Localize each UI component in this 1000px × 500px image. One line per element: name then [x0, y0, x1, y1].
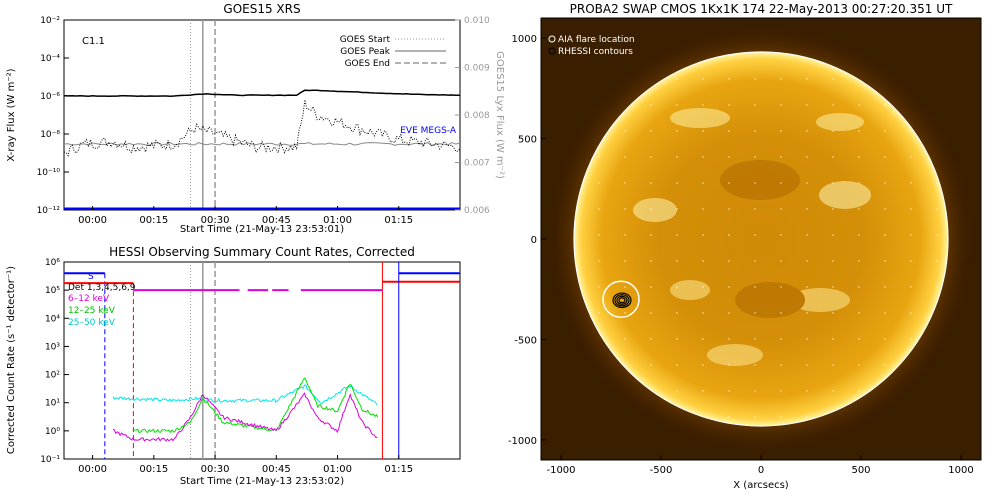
goes-ytick-label-4: 10⁻⁴ — [40, 54, 60, 64]
legend-goes-peak: GOES Peak — [340, 47, 390, 57]
goes-xtick-label-0: 00:00 — [78, 215, 107, 226]
legend-goes-start: GOES Start — [340, 35, 391, 45]
goes-xtick-label-5: 01:15 — [384, 215, 413, 226]
goes-ylabel: X-ray Flux (W m⁻²) — [6, 68, 17, 161]
goes-y2tick-label-0: 0.006 — [464, 206, 490, 216]
aia-flare-location — [602, 280, 640, 319]
rhessi-contours — [612, 292, 632, 309]
hessi-ytick-label-1: 10⁰ — [45, 427, 60, 437]
swap-image — [541, 18, 981, 460]
hessi-marks — [64, 262, 460, 459]
series-goes-long — [64, 89, 460, 98]
legend-goes-end: GOES End — [345, 59, 390, 69]
goes-xtick-label-3: 00:45 — [262, 215, 291, 226]
goes-plot-frame — [63, 19, 461, 211]
hessi-ytick-label-0: 10⁻¹ — [40, 455, 60, 465]
swap-ytick-label-4: 1000 — [512, 34, 537, 45]
goes-panel: GOES15 XRS 00:00 00:15 00:30 00:45 01:00 01:1… — [6, 2, 505, 235]
hessi-xtick-label-3: 00:45 — [262, 464, 291, 475]
series-eve-megs-a — [64, 141, 460, 146]
hessi-ytick-label-4: 10³ — [45, 342, 60, 352]
swap-xtick-label-4: 1000 — [948, 465, 973, 476]
legend-6-12kev: 6–12 keV — [68, 294, 110, 304]
hessi-ytick-label-6: 10⁵ — [45, 286, 60, 296]
swap-title: PROBA2 SWAP CMOS 1Kx1K 174 22-May-2013 0… — [570, 2, 953, 16]
goes-ytick-label-3: 10⁻⁶ — [40, 92, 60, 102]
goes-ytick-label-0: 10⁻¹² — [37, 206, 61, 216]
hessi-ylabel: Corrected Count Rate (s⁻¹ detector⁻¹) — [6, 266, 17, 454]
goes-xtick-label-2: 00:30 — [201, 215, 230, 226]
goes-ytick-label-1: 10⁻¹⁰ — [37, 168, 61, 178]
goes-legend: GOES Start GOES Peak GOES End — [340, 35, 446, 69]
swap-ytick-label-2: 0 — [531, 235, 537, 246]
hessi-xtick-label-0: 00:00 — [78, 464, 107, 475]
goes-xtick-label-1: 00:15 — [139, 215, 168, 226]
legend-aia: AIA flare location — [558, 35, 635, 45]
goes-y2tick-label-3: 0.009 — [464, 64, 490, 74]
goes-y2tick-label-1: 0.007 — [464, 159, 490, 169]
goes-y2label: GOES15 Lyx Flux (W m⁻²) — [494, 51, 505, 179]
rhessi-contour-1 — [614, 294, 630, 307]
hessi-ytick-label-2: 10¹ — [45, 399, 60, 409]
hessi-panel: HESSI Observing Summary Count Rates, Cor… — [6, 245, 461, 487]
goes-xtick-label-4: 01:00 — [323, 215, 352, 226]
legend-25-50kev: 25–50 keV — [68, 318, 116, 328]
hessi-xlabel: Start Time (21-May-13 23:53:02) — [180, 476, 344, 487]
swap-panel: PROBA2 SWAP CMOS 1Kx1K 174 22-May-2013 0… — [508, 2, 982, 491]
swap-axes: -1000 -500 0 500 1000 -1000 -500 0 500 1000 — [508, 34, 974, 476]
goes-ytick-label-5: 10⁻² — [40, 16, 60, 26]
hessi-xtick-label-5: 01:15 — [384, 464, 413, 475]
series-goes-short — [64, 99, 460, 157]
swap-ytick-label-1: -500 — [514, 335, 537, 346]
det-label: Det 1,3,4,5,6,9 — [68, 283, 136, 293]
hessi-ytick-label-7: 10⁶ — [45, 258, 60, 268]
limb-circle — [573, 51, 949, 427]
hessi-ytick-label-5: 10⁴ — [45, 314, 60, 324]
swap-ytick-label-3: 500 — [518, 135, 537, 146]
swap-xtick-label-3: 500 — [851, 465, 870, 476]
rhessi-contour-0 — [612, 292, 632, 309]
goes-ytick-label-2: 10⁻⁸ — [40, 130, 60, 140]
goes-marks — [64, 20, 460, 210]
series-12-25kev — [133, 377, 379, 434]
hessi-title: HESSI Observing Summary Count Rates, Cor… — [109, 245, 415, 259]
flare-class-label: C1.1 — [82, 36, 105, 47]
legend-rhessi-icon — [548, 47, 556, 55]
swap-xtick-label-1: -500 — [650, 465, 673, 476]
swap-xlabel: X (arcsecs) — [733, 480, 789, 491]
goes-title: GOES15 XRS — [223, 2, 300, 16]
goes-y2tick-label-4: 0.010 — [464, 16, 490, 26]
hessi-axes: 00:00 00:15 00:30 00:45 01:00 01:15 10⁻¹ 10⁰ 10¹… — [40, 258, 413, 475]
hessi-plot-frame — [63, 261, 461, 460]
hessi-xtick-label-4: 01:00 — [323, 464, 352, 475]
hessi-xtick-label-1: 00:15 — [139, 464, 168, 475]
series-25-50kev — [112, 384, 378, 406]
legend-12-25kev: 12–25 keV — [68, 306, 116, 316]
eve-label: EVE MEGS-A — [400, 126, 457, 136]
swap-xtick-label-0: -1000 — [546, 465, 575, 476]
hessi-ytick-label-3: 10² — [45, 371, 60, 381]
swap-ytick-label-0: -1000 — [508, 436, 537, 447]
legend-aia-icon — [548, 35, 556, 43]
hessi-xtick-label-2: 00:30 — [201, 464, 230, 475]
heliographic-grid — [574, 52, 948, 426]
swap-xtick-label-2: 0 — [758, 465, 764, 476]
goes-axes: 00:00 00:15 00:30 00:45 01:00 01:15 10⁻¹² 10⁻¹⁰… — [37, 16, 490, 226]
s-label: S — [88, 272, 94, 282]
rhessi-contour-2 — [616, 295, 628, 305]
series-6-12kev — [112, 392, 378, 442]
goes-xlabel: Start Time (21-May-13 23:53:01) — [180, 224, 344, 235]
legend-rhessi: RHESSI contours — [558, 47, 633, 57]
goes-y2tick-label-2: 0.008 — [464, 111, 490, 121]
rhessi-contour-3 — [618, 297, 626, 304]
